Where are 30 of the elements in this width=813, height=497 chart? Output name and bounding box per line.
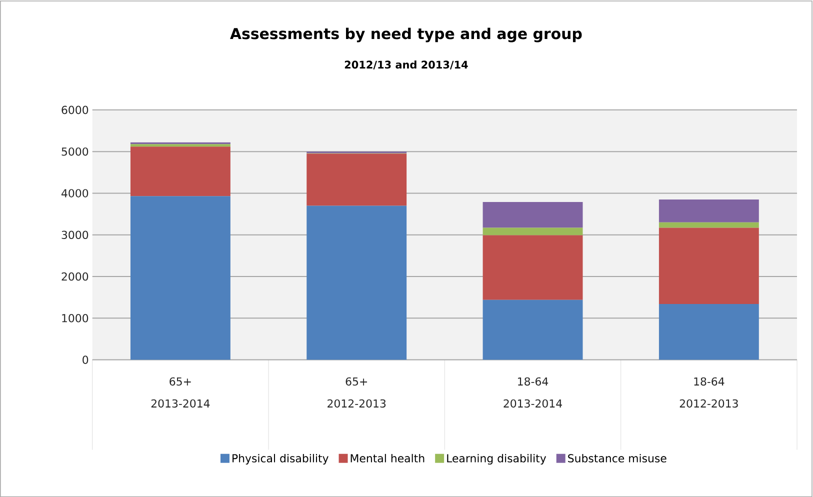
category-label: 65+ 2013-2014 [151, 377, 210, 408]
bar [482, 300, 583, 360]
legend-label: Physical disability [232, 454, 328, 464]
category-label: 18-64 2013-2014 [504, 377, 562, 408]
y-tick-label: 3000 [62, 230, 88, 239]
bar [130, 196, 230, 360]
y-tick-label: 4000 [62, 189, 88, 198]
y-tick-label: 6000 [62, 106, 88, 114]
y-tick-label: 2000 [62, 272, 88, 281]
bar [658, 199, 759, 222]
legend-label: Learning disability [447, 454, 546, 464]
y-tick-label: 0 [82, 356, 88, 364]
y-tick-label: 1000 [62, 314, 88, 322]
bar [658, 304, 759, 360]
bar [130, 146, 230, 196]
bar [482, 228, 583, 236]
bar [482, 202, 583, 228]
bar [658, 228, 759, 304]
y-tick-label: 5000 [62, 147, 88, 156]
legend-label: Mental health [350, 454, 424, 462]
bar [306, 206, 407, 360]
legend-label: Substance misuse [568, 454, 666, 462]
chart-title: Assessments by need type and age group [230, 28, 582, 42]
bar [482, 235, 583, 300]
bar [306, 154, 407, 206]
chart-subtitle: 2012/13 and 2013/14 [344, 60, 468, 70]
category-label: 65+ 2012-2013 [328, 377, 386, 408]
bar [130, 144, 230, 147]
bar [658, 222, 759, 228]
category-label: 18-64 2012-2013 [680, 377, 738, 408]
